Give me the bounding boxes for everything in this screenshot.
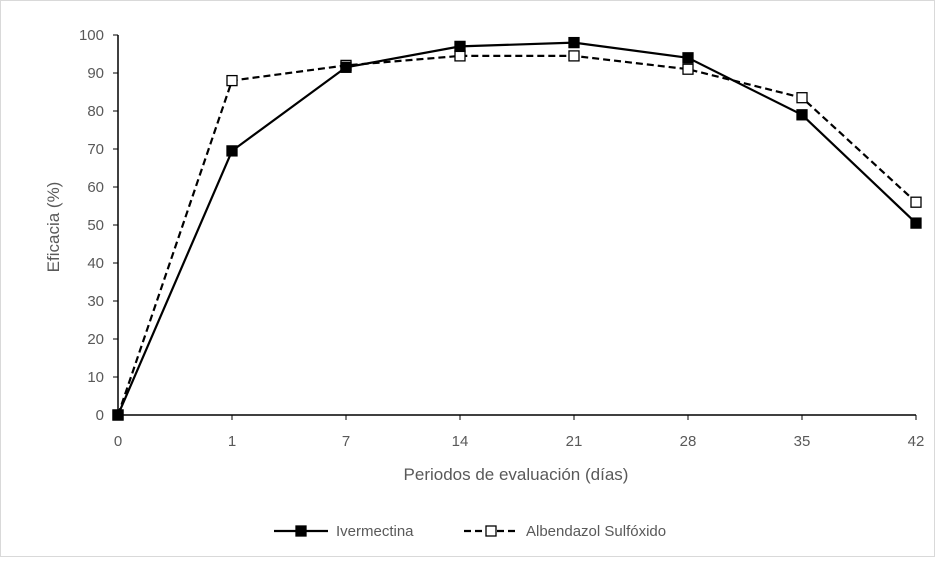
x-tick-label: 35 — [794, 433, 811, 450]
x-tick-label: 7 — [342, 433, 350, 450]
data-point-albendazol-sulf-xido — [226, 74, 238, 87]
series-layer — [112, 36, 922, 421]
series-line-albendazol-sulf-xido — [116, 54, 917, 416]
legend-marker-albendazol-sulf-xido — [485, 525, 497, 537]
series-line-ivermectina — [116, 41, 917, 416]
y-tick-label: 40 — [87, 255, 104, 272]
y-tick-label: 10 — [87, 369, 104, 386]
y-tick-label: 100 — [79, 27, 104, 44]
x-tick-label: 0 — [114, 433, 122, 450]
data-point-ivermectina — [796, 109, 808, 121]
data-point-ivermectina — [910, 217, 922, 229]
x-tick-label: 42 — [908, 433, 925, 450]
x-tick-label: 28 — [680, 433, 697, 450]
y-tick-label: 90 — [87, 65, 104, 82]
legend-marker-ivermectina — [295, 525, 307, 537]
axes — [113, 34, 917, 420]
data-point-albendazol-sulf-xido — [796, 92, 808, 104]
y-tick-label: 0 — [96, 407, 104, 424]
data-point-ivermectina — [568, 36, 580, 49]
legend: Ivermectina Albendazol Sulfóxido — [274, 523, 666, 540]
legend-label-albendazol-sulf-xido: Albendazol Sulfóxido — [526, 523, 666, 540]
x-axis-title: Periodos de evaluación (días) — [404, 465, 629, 484]
data-point-ivermectina — [340, 61, 352, 73]
y-tick-label: 60 — [87, 179, 104, 196]
x-tick-label: 14 — [452, 433, 469, 450]
y-tick-label: 20 — [87, 331, 104, 348]
y-tick-label: 50 — [87, 217, 104, 234]
x-tick-label: 1 — [228, 433, 236, 450]
data-point-ivermectina — [682, 52, 694, 64]
tick-labels: 0 10 20 30 40 50 60 70 80 90 100 0 1 7 14 21 28 35 42 — [79, 27, 924, 450]
data-point-albendazol-sulf-xido — [454, 50, 466, 62]
data-point-albendazol-sulf-xido — [910, 196, 922, 208]
data-point-ivermectina — [226, 145, 238, 157]
y-tick-label: 30 — [87, 293, 104, 310]
x-tick-label: 21 — [566, 433, 583, 450]
y-tick-label: 80 — [87, 103, 104, 120]
y-axis-title: Eficacia (%) — [44, 182, 63, 273]
data-point-albendazol-sulf-xido — [682, 63, 694, 75]
data-point-ivermectina — [112, 409, 124, 421]
legend-label-ivermectina: Ivermectina — [336, 523, 414, 540]
data-point-albendazol-sulf-xido — [568, 50, 580, 62]
y-tick-label: 70 — [87, 141, 104, 158]
data-point-ivermectina — [454, 40, 466, 53]
